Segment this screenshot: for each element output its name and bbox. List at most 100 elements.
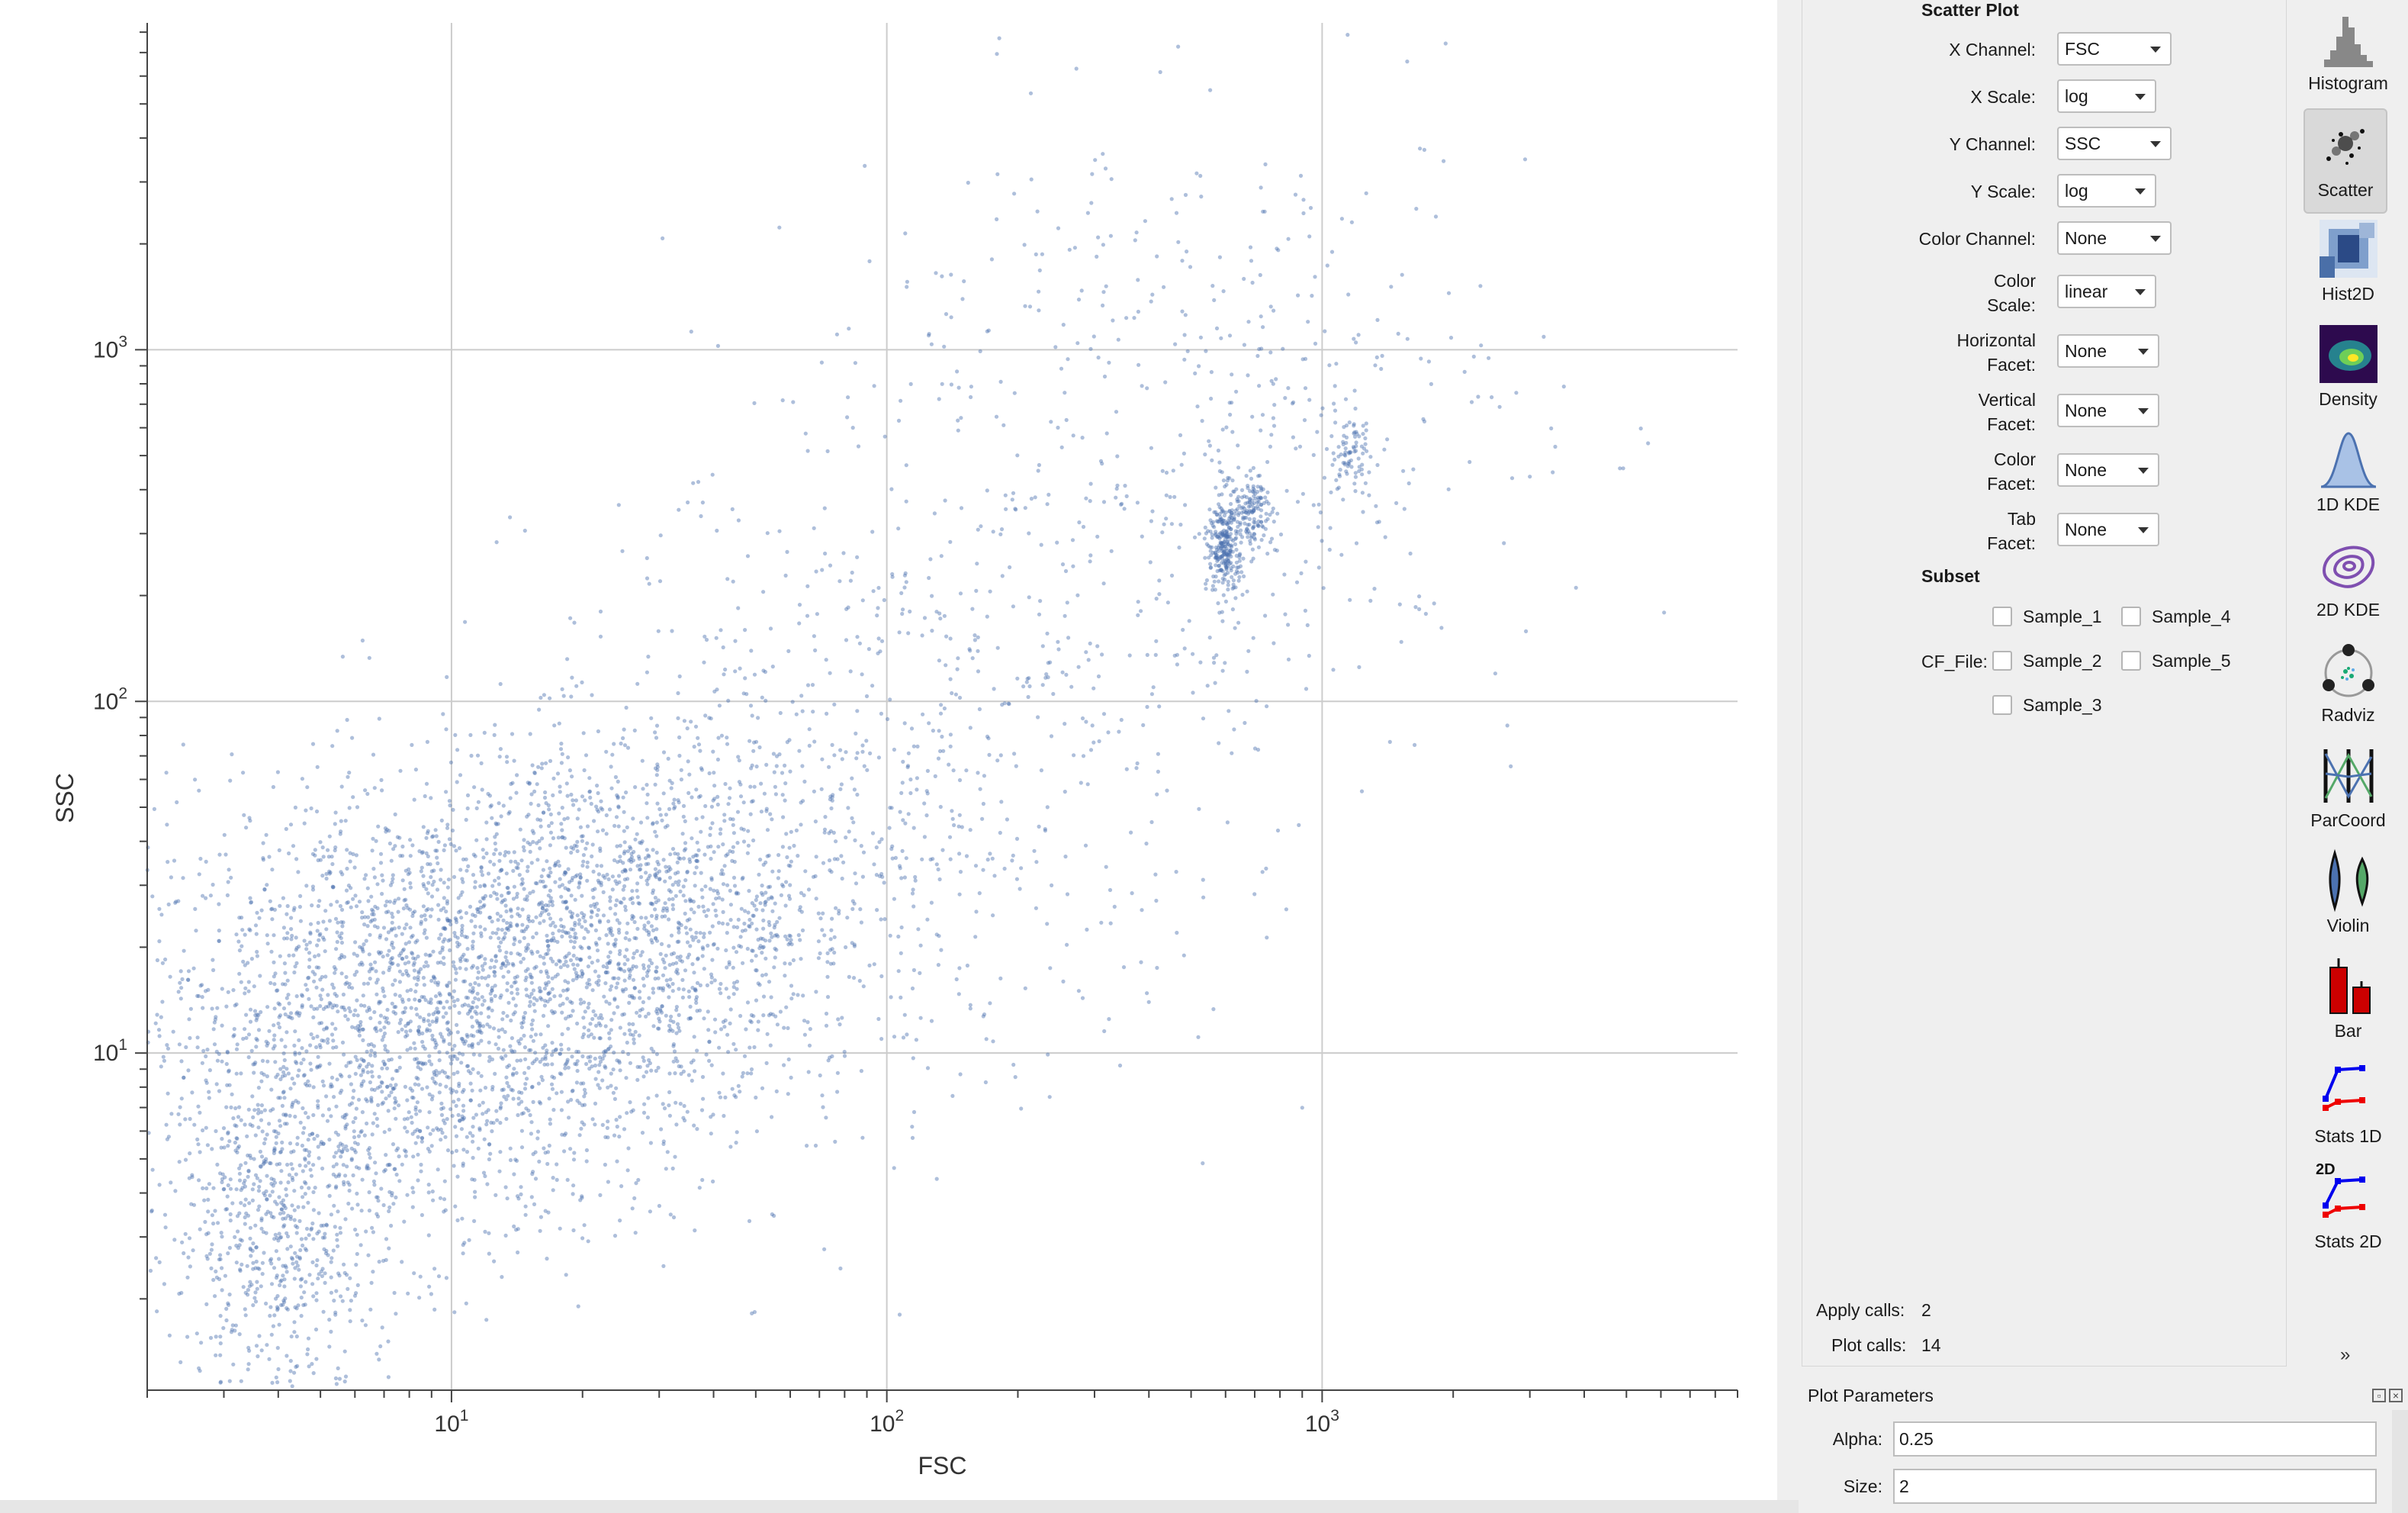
- scatter-point: [791, 400, 796, 404]
- plot-area[interactable]: 101 102 103 101 102 103 FSC SSC: [0, 0, 1777, 1513]
- scatter-point: [654, 871, 660, 876]
- scatter-point: [840, 757, 844, 761]
- scatter-point: [593, 1063, 598, 1068]
- scatter-point: [479, 869, 484, 874]
- scatter-point: [394, 933, 398, 938]
- scatter-point: [360, 916, 365, 920]
- scatter-point: [427, 1054, 432, 1058]
- scatter-point: [426, 1019, 431, 1023]
- scatter-point: [254, 1036, 259, 1041]
- scatter-point: [165, 1043, 169, 1048]
- scatter-point: [544, 952, 548, 957]
- scatter-point: [317, 1043, 322, 1048]
- scatter-point: [344, 1144, 349, 1149]
- scatter-point: [635, 881, 640, 886]
- scatter-point: [664, 813, 669, 817]
- scatter-point: [956, 656, 960, 661]
- scatter-point: [542, 955, 546, 960]
- scatter-point: [686, 1073, 691, 1077]
- scatter-point: [378, 1028, 383, 1032]
- scatter-point: [660, 914, 664, 919]
- scatter-point: [713, 908, 718, 913]
- scatter-point: [612, 1133, 617, 1138]
- scatter-point: [468, 989, 472, 993]
- scatter-point: [596, 729, 601, 734]
- scatter-point: [719, 628, 723, 633]
- scatter-point: [546, 943, 551, 948]
- scatter-point: [227, 1379, 232, 1383]
- scatter-point: [365, 886, 370, 890]
- scatter-point: [718, 1095, 723, 1099]
- scatter-point: [607, 961, 612, 965]
- scatter-point: [330, 1075, 335, 1080]
- scatter-point: [773, 946, 777, 951]
- scatter-point: [708, 832, 712, 837]
- scatter-point: [329, 1290, 333, 1295]
- scatter-point: [387, 967, 391, 973]
- scatter-point: [274, 1141, 278, 1145]
- scatter-point: [734, 950, 739, 954]
- scatter-point: [372, 924, 377, 929]
- scatter-point: [661, 1139, 666, 1144]
- scatter-point: [1140, 384, 1144, 388]
- scatter-point: [408, 1019, 413, 1024]
- scatter-point: [880, 874, 885, 879]
- scatter-point: [394, 1005, 398, 1009]
- scatter-point: [816, 956, 821, 961]
- scatter-point: [365, 1009, 369, 1013]
- scatter-point: [593, 905, 597, 909]
- scatter-point: [324, 871, 329, 876]
- scatter-point: [377, 1357, 381, 1362]
- scatter-point: [633, 785, 638, 790]
- scatter-point: [786, 1092, 790, 1096]
- scatter-point: [493, 1071, 497, 1076]
- scatter-point: [580, 946, 584, 951]
- scatter-point: [481, 1170, 487, 1175]
- scatter-point: [299, 1061, 304, 1066]
- scatter-point: [197, 788, 201, 793]
- scatter-point: [474, 806, 479, 810]
- scatter-point: [711, 798, 715, 803]
- scatter-point: [608, 987, 612, 992]
- scatter-point: [752, 784, 757, 789]
- scatter-point: [548, 888, 553, 893]
- scatter-point: [452, 1071, 456, 1076]
- scatter-point: [735, 979, 740, 984]
- scatter-point: [389, 858, 394, 863]
- scatter-point: [582, 768, 587, 773]
- scatter-point: [703, 803, 708, 809]
- scatter-point: [499, 940, 503, 945]
- scatter-point: [368, 1053, 373, 1057]
- scatter-point: [480, 873, 485, 877]
- scatter-point: [445, 822, 450, 827]
- scatter-point: [295, 1074, 301, 1078]
- scatter-point: [608, 895, 612, 900]
- scatter-point: [749, 800, 754, 804]
- scatter-point: [545, 1000, 550, 1004]
- scatter-point: [324, 876, 329, 881]
- scatter-point: [896, 526, 901, 531]
- scatter-point: [494, 832, 499, 836]
- scatter-point: [410, 742, 414, 748]
- scatter-point: [236, 1229, 240, 1234]
- scatter-point: [278, 1096, 282, 1100]
- scatter-point: [364, 1097, 368, 1102]
- scatter-point: [571, 978, 576, 983]
- scatter-point: [593, 1101, 598, 1106]
- scatter-point: [637, 901, 642, 906]
- scatter-point: [340, 1299, 345, 1303]
- scatter-point: [911, 744, 916, 748]
- scatter-point: [717, 896, 722, 900]
- scatter-point: [551, 935, 556, 940]
- scatter-point: [599, 799, 603, 803]
- scatter-point: [384, 1237, 389, 1241]
- scatter-point: [397, 926, 401, 930]
- scatter-point: [442, 1070, 448, 1075]
- scatter-point: [384, 1016, 389, 1021]
- scatter-point: [834, 839, 838, 844]
- scatter-point: [455, 935, 460, 940]
- scatter-point: [483, 884, 487, 888]
- scatter-point: [543, 999, 548, 1003]
- scatter-point: [479, 931, 484, 935]
